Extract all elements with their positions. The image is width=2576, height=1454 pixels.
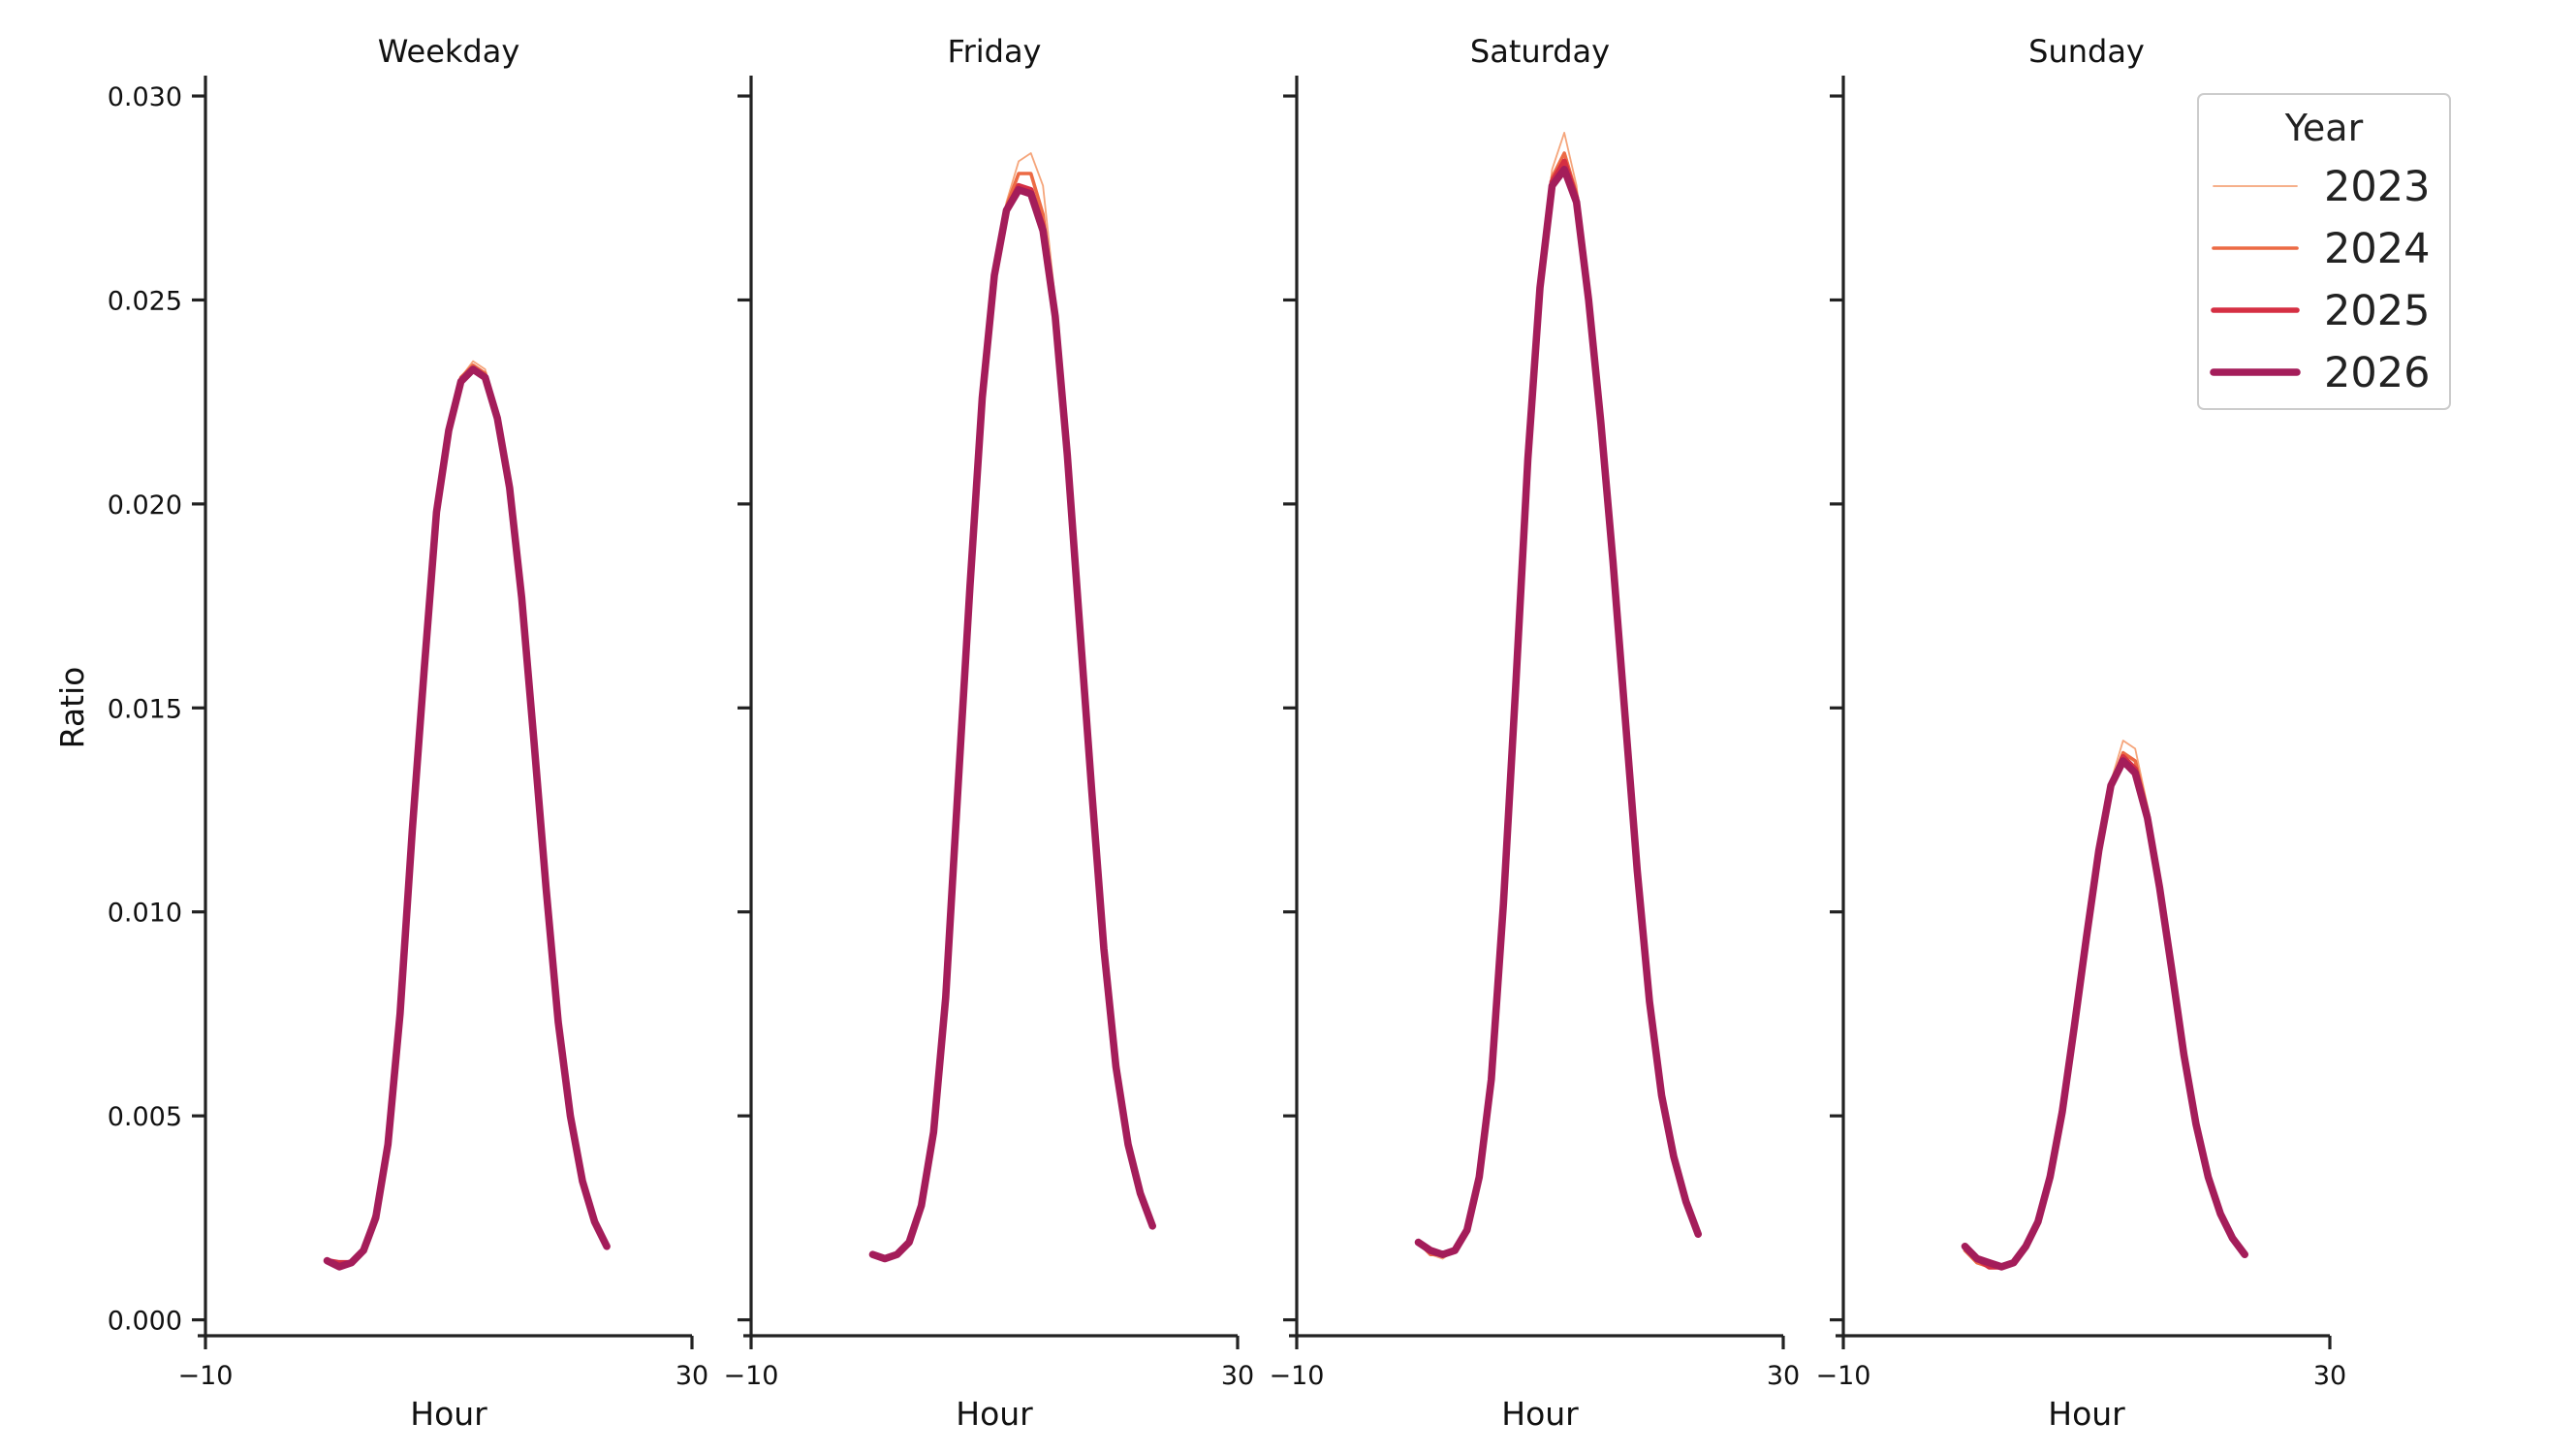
- x-tick-label: 30: [1221, 1361, 1254, 1391]
- series-line-2023: [1417, 131, 1700, 1260]
- panel-title: Weekday: [378, 33, 520, 70]
- panel-title: Sunday: [2028, 33, 2145, 70]
- y-tick-label: 0.010: [108, 899, 182, 929]
- series-line-2025: [324, 366, 610, 1266]
- series-line-2026: [323, 365, 611, 1271]
- x-tick-label: −10: [1270, 1361, 1325, 1391]
- series-line-2024: [1416, 151, 1700, 1256]
- x-tick-label: 30: [675, 1361, 708, 1391]
- x-tick-label: −10: [178, 1361, 234, 1391]
- x-tick-label: 30: [1767, 1361, 1800, 1391]
- panel-saturday: Saturday −10 30 Hour: [1270, 33, 1801, 1433]
- x-axis-title: Hour: [956, 1395, 1033, 1433]
- legend: Year 2023 2024 2025 2026: [2197, 93, 2451, 410]
- panel-title: Friday: [948, 33, 1042, 70]
- legend-title: Year: [2284, 107, 2364, 149]
- series-line-2026: [1961, 757, 2248, 1271]
- panel-weekday: Weekday 0.000 0.005 0.010 0.015 0.020 0.025 0.0…: [108, 33, 708, 1433]
- x-axis-title: Hour: [410, 1395, 487, 1433]
- series-line-2026: [1414, 166, 1702, 1258]
- x-tick-label: 30: [2313, 1361, 2346, 1391]
- legend-label: 2025: [2324, 287, 2430, 335]
- panel-friday: Friday −10 30 Hour: [724, 33, 1255, 1433]
- y-axis-title: Ratio: [53, 667, 91, 749]
- panel-sunday: Sunday −10 30 Hour: [1816, 33, 2347, 1433]
- legend-label: 2023: [2324, 163, 2430, 211]
- y-tick-label: 0.020: [108, 490, 182, 521]
- y-tick-label: 0.015: [108, 694, 182, 724]
- legend-label: 2024: [2324, 225, 2430, 273]
- series-line-2025: [1415, 158, 1701, 1257]
- series-line-2023: [871, 152, 1154, 1260]
- series-line-2023: [326, 360, 608, 1264]
- x-tick-label: −10: [724, 1361, 779, 1391]
- legend-label: 2026: [2324, 349, 2430, 397]
- panel-title: Saturday: [1470, 33, 1610, 70]
- y-tick-label: 0.025: [108, 286, 182, 316]
- series-line-2024: [870, 172, 1154, 1261]
- x-tick-label: −10: [1816, 1361, 1871, 1391]
- y-tick-label: 0.030: [108, 82, 182, 112]
- legend-box: [2197, 93, 2451, 410]
- x-axis-title: Hour: [1501, 1395, 1579, 1433]
- y-tick-label: 0.005: [108, 1102, 182, 1132]
- series-line-2025: [869, 182, 1155, 1262]
- panels: Weekday 0.000 0.005 0.010 0.015 0.020 0.025 0.0…: [108, 33, 2346, 1433]
- x-axis-title: Hour: [2048, 1395, 2125, 1433]
- series-line-2024: [325, 363, 609, 1265]
- series-line-2026: [868, 186, 1156, 1263]
- y-tick-label: 0.000: [108, 1307, 182, 1337]
